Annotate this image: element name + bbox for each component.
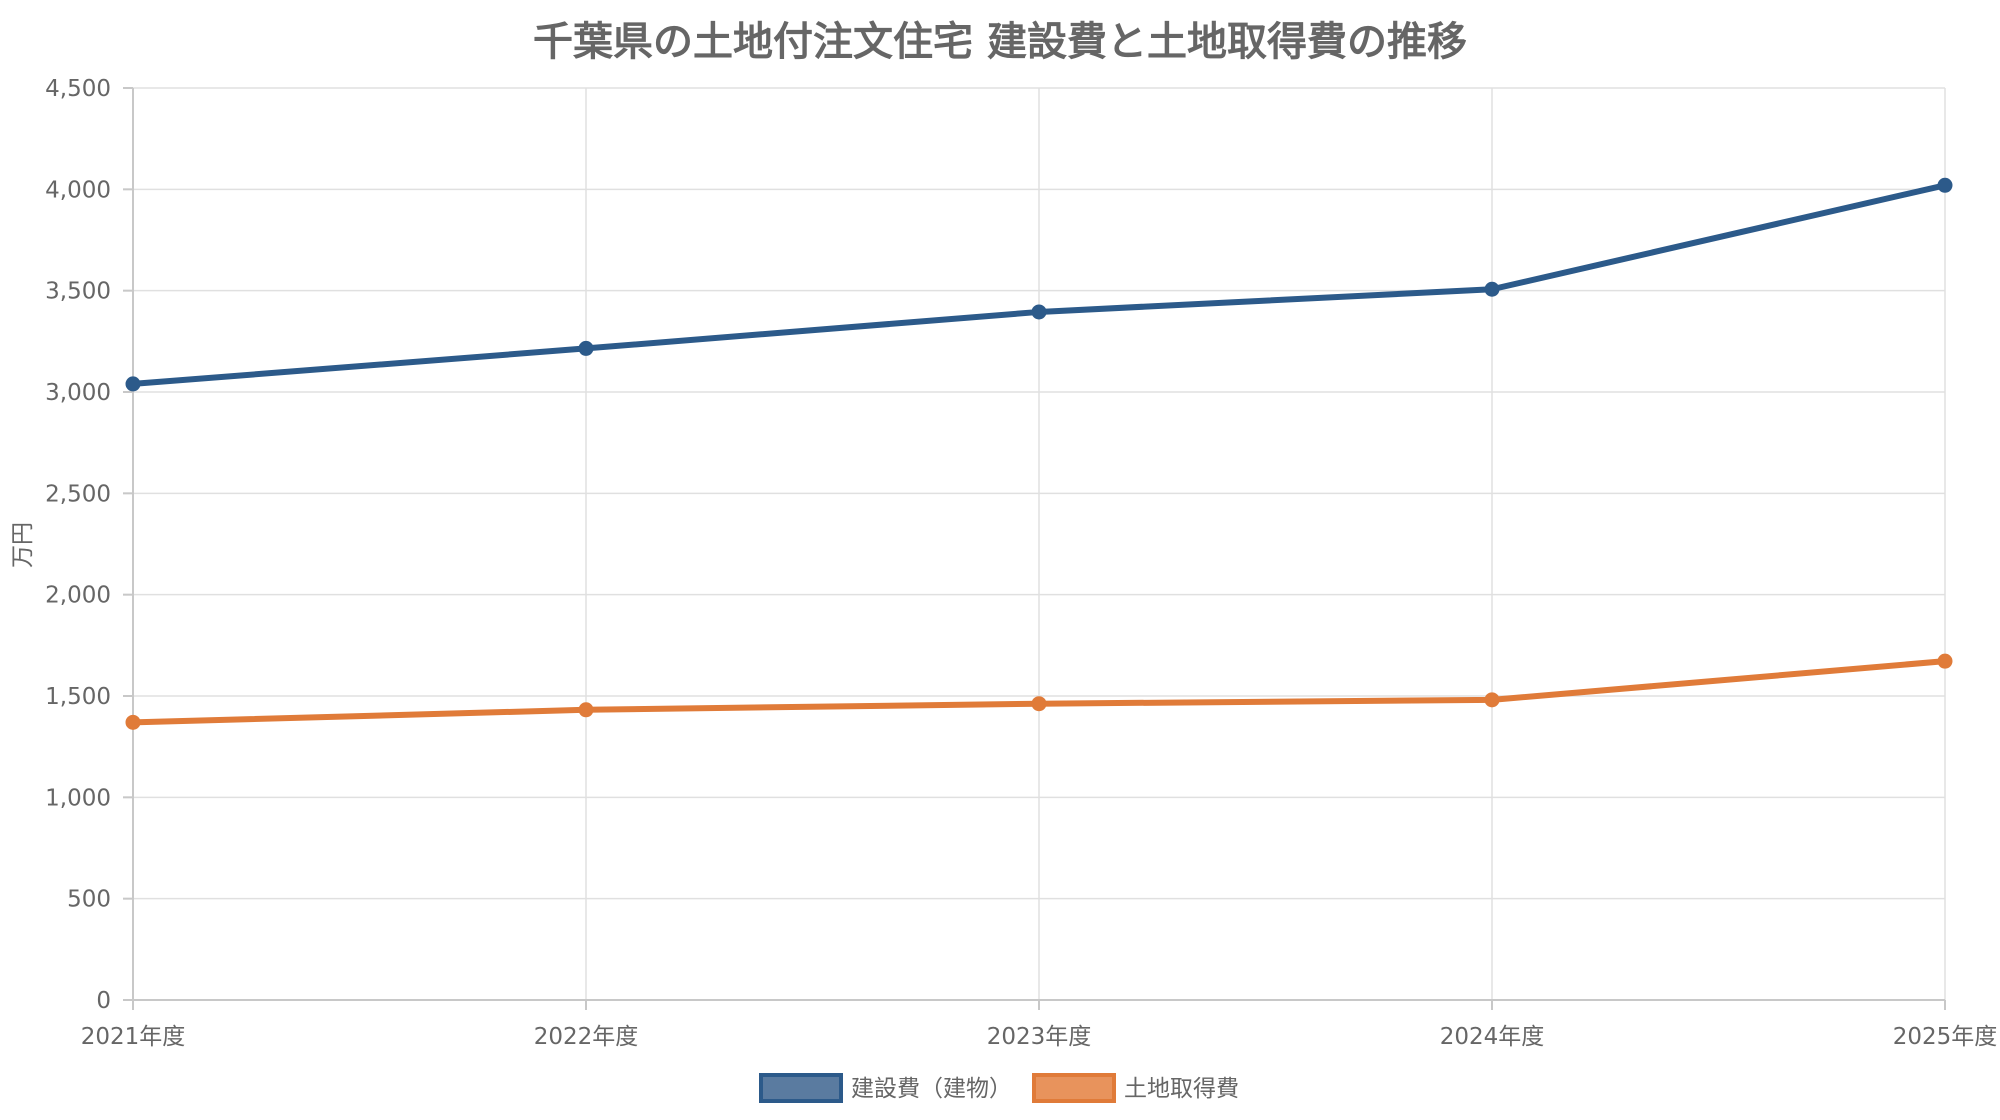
x-tick-label: 2025年度: [1893, 1024, 1998, 1050]
y-tick-label: 2,500: [45, 481, 111, 507]
legend-item-1[interactable]: 建設費（建物）: [759, 1073, 1012, 1103]
series-1: [125, 177, 1953, 392]
data-point[interactable]: [578, 340, 594, 356]
y-tick-label: 2,000: [45, 583, 111, 609]
y-tick-label: 1,000: [45, 785, 111, 811]
data-point[interactable]: [1937, 653, 1953, 669]
legend-item-2[interactable]: 土地取得費: [1032, 1073, 1239, 1103]
legend-label: 土地取得費: [1124, 1076, 1239, 1102]
legend-swatch: [759, 1073, 843, 1103]
chart-title: 千葉県の土地付注文住宅 建設費と土地取得費の推移: [533, 19, 1467, 65]
legend-swatch: [1032, 1073, 1116, 1103]
axes: 0 500 1,000 1,500 2,000 2,500 3,000 3,500 4,000 4…: [45, 76, 1997, 1050]
data-point[interactable]: [1937, 177, 1953, 193]
y-axis-label: 万円: [10, 522, 36, 568]
data-point[interactable]: [125, 376, 141, 392]
series-2: [125, 653, 1953, 730]
y-tick-label: 500: [67, 887, 111, 913]
legend: 建設費（建物） 土地取得費: [759, 1073, 1239, 1103]
x-tick-label: 2024年度: [1440, 1024, 1545, 1050]
data-point[interactable]: [1031, 696, 1047, 712]
x-tick-label: 2022年度: [534, 1024, 639, 1050]
data-point[interactable]: [125, 714, 141, 730]
data-point[interactable]: [1031, 304, 1047, 320]
x-tick-label: 2021年度: [81, 1024, 186, 1050]
data-point[interactable]: [1484, 692, 1500, 708]
y-tick-label: 4,000: [45, 177, 111, 203]
legend-label: 建設費（建物）: [851, 1076, 1012, 1102]
y-tick-label: 3,500: [45, 279, 111, 305]
y-tick-label: 3,000: [45, 380, 111, 406]
x-tick-label: 2023年度: [987, 1024, 1092, 1050]
y-tick-label: 0: [96, 988, 111, 1014]
data-point[interactable]: [578, 702, 594, 718]
y-tick-label: 1,500: [45, 684, 111, 710]
series-lines: [125, 177, 1953, 730]
y-tick-label: 4,500: [45, 76, 111, 102]
grid-lines: [132, 87, 1946, 1001]
data-point[interactable]: [1484, 281, 1500, 297]
